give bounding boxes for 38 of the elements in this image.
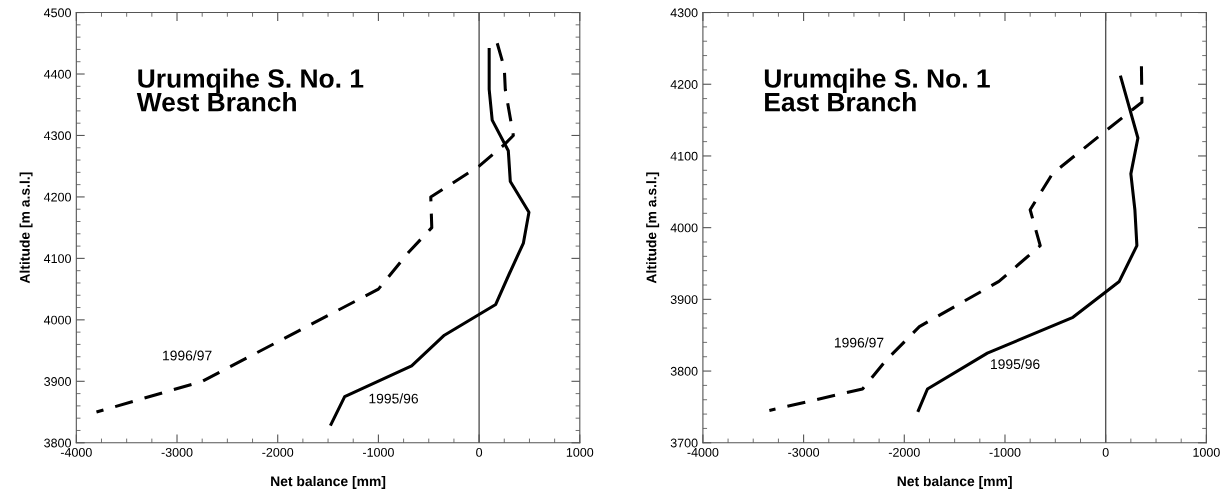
- x-tick-label: 1000: [566, 447, 594, 457]
- y-tick-label: 4200: [670, 80, 698, 89]
- y-tick-label: 3900: [670, 295, 698, 305]
- series-label: 1995/96: [369, 393, 419, 404]
- y-tick-label: 3900: [44, 377, 71, 386]
- y-tick-label: 4100: [670, 151, 698, 161]
- y-tick-label: 4500: [43, 8, 71, 18]
- x-tick-label: -4000: [687, 447, 719, 457]
- x-tick-label: -2000: [262, 447, 294, 457]
- x-tick-label: 1000: [1193, 447, 1220, 457]
- x-tick-label: -3000: [161, 447, 193, 457]
- y-tick-label: 4400: [43, 69, 71, 79]
- y-axis-title: Altitude [m a.s.l.]: [19, 172, 33, 284]
- x-tick-label: -3000: [788, 447, 820, 457]
- y-tick-label: 4300: [43, 131, 71, 141]
- x-tick-label: -4000: [60, 447, 92, 457]
- y-tick-label: 3800: [670, 366, 698, 376]
- series-label: 1995/96: [991, 358, 1040, 370]
- series-label: 1996/97: [163, 350, 212, 361]
- y-tick-label: 4300: [670, 8, 698, 18]
- x-axis-title: Net balance [mm]: [897, 475, 1012, 489]
- x-tick-label: -2000: [888, 447, 920, 457]
- line-series: [767, 64, 1144, 413]
- x-tick-label: -1000: [989, 447, 1021, 457]
- y-tick-label: 3700: [670, 438, 698, 448]
- y-tick-label: 4200: [43, 192, 71, 202]
- y-tick-label: 4000: [670, 223, 698, 233]
- x-axis-title: Net balance [mm]: [271, 475, 386, 489]
- text: Urumqihe S. No. 1 West Branch: [136, 68, 364, 112]
- x-tick-label: 0: [1102, 447, 1109, 457]
- y-tick-label: 4000: [43, 315, 71, 325]
- x-tick-label: -1000: [362, 447, 394, 457]
- text: Urumqihe S. No. 1 East Branch: [764, 68, 990, 112]
- x-tick-label: 0: [476, 447, 483, 457]
- y-axis-title: Altitude [m a.s.l.]: [646, 172, 660, 284]
- y-tick-label: 4100: [43, 254, 71, 264]
- y-tick-label: 3800: [44, 438, 71, 448]
- series-label: 1996/97: [834, 337, 884, 348]
